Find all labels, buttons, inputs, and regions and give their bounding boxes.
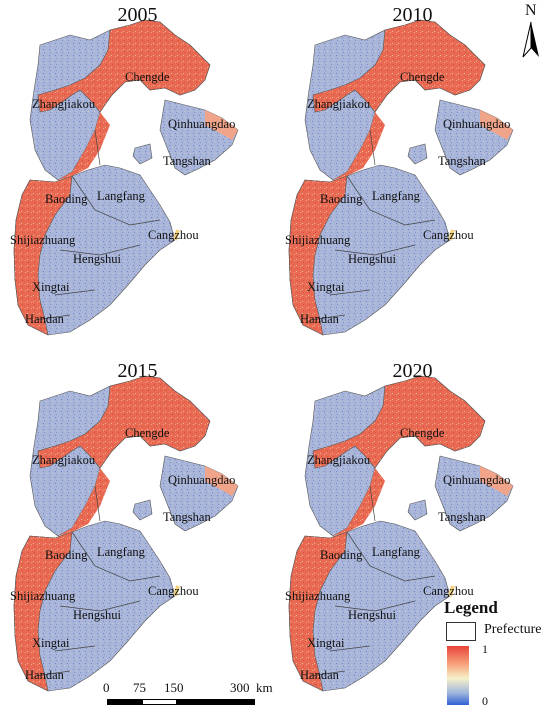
map-graphic	[12, 18, 240, 337]
city-label: Zhangjiakou	[307, 97, 371, 111]
prefecture-label: Prefecture	[484, 622, 542, 637]
scale-label-0: 0	[103, 680, 110, 695]
scale-segment-3	[177, 699, 255, 705]
city-label: Chengde	[125, 70, 170, 84]
city-label: Cangzhou	[148, 584, 199, 598]
ramp-low-label: 0	[482, 694, 488, 708]
city-label: Hengshui	[73, 608, 121, 622]
city-label: Cangzhou	[148, 228, 199, 242]
legend: Legend Prefecture 1 0	[440, 598, 550, 710]
city-label: Zhangjiakou	[32, 97, 96, 111]
city-label: Handan	[25, 312, 64, 326]
city-label: Shijiazhuang	[10, 589, 76, 603]
city-label: Baoding	[45, 192, 88, 206]
city-label: Qinhuangdao	[168, 117, 236, 131]
city-label: Shijiazhuang	[285, 233, 351, 247]
city-label: Qinhuangdao	[168, 473, 236, 487]
scale-segment-1	[107, 699, 142, 705]
city-label: Xingtai	[32, 280, 70, 294]
map-graphic	[12, 374, 240, 693]
color-ramp	[447, 646, 469, 705]
city-label: Hengshui	[348, 252, 396, 266]
city-label: Hengshui	[73, 252, 121, 266]
city-label: Chengde	[125, 426, 170, 440]
scale-label-150: 150	[164, 680, 184, 695]
panel-year-title: 2005	[117, 4, 158, 26]
city-label: Tangshan	[438, 154, 486, 168]
map-graphic	[287, 18, 515, 337]
city-label: Baoding	[45, 548, 88, 562]
panel-year-title: 2020	[392, 360, 433, 382]
city-label: Xingtai	[307, 280, 345, 294]
scale-label-300: 300	[230, 680, 250, 695]
city-label: Langfang	[372, 545, 420, 559]
city-label: Handan	[25, 668, 64, 682]
ramp-high-label: 1	[482, 642, 488, 656]
north-arrow: N	[516, 2, 546, 60]
map-panel-2005: 2005	[0, 0, 275, 356]
north-letter: N	[525, 2, 537, 19]
north-arrow-icon	[522, 21, 539, 58]
city-label: Zhangjiakou	[32, 453, 96, 467]
scale-label-75: 75	[133, 680, 146, 695]
city-label: Qinhuangdao	[443, 473, 511, 487]
scale-unit: km	[256, 680, 273, 695]
city-label: Chengde	[400, 70, 445, 84]
legend-title: Legend	[444, 598, 498, 617]
city-label: Tangshan	[438, 510, 486, 524]
panel-year-title: 2010	[392, 4, 433, 26]
prefecture-swatch	[446, 622, 476, 641]
map-panel-2015: 2015	[0, 356, 275, 712]
scale-bar: 0 75 150 300 km	[100, 680, 280, 710]
city-label: Handan	[300, 312, 339, 326]
city-label: Shijiazhuang	[285, 589, 351, 603]
city-label: Xingtai	[32, 636, 70, 650]
city-label: Tangshan	[163, 154, 211, 168]
city-label: Langfang	[372, 189, 420, 203]
city-label: Cangzhou	[423, 584, 474, 598]
city-label: Shijiazhuang	[10, 233, 76, 247]
city-label: Handan	[300, 668, 339, 682]
city-label: Qinhuangdao	[443, 117, 511, 131]
map-panel-2020: 2020	[275, 356, 550, 712]
city-label: Langfang	[97, 189, 145, 203]
scale-segment-2	[142, 699, 177, 705]
panel-year-title: 2015	[117, 360, 158, 382]
city-label: Hengshui	[348, 608, 396, 622]
city-label: Tangshan	[163, 510, 211, 524]
city-label: Xingtai	[307, 636, 345, 650]
city-label: Chengde	[400, 426, 445, 440]
city-label: Baoding	[320, 192, 363, 206]
city-label: Cangzhou	[423, 228, 474, 242]
city-label: Zhangjiakou	[307, 453, 371, 467]
map-panel-2010: 2010	[275, 0, 550, 356]
city-label: Langfang	[97, 545, 145, 559]
city-label: Baoding	[320, 548, 363, 562]
